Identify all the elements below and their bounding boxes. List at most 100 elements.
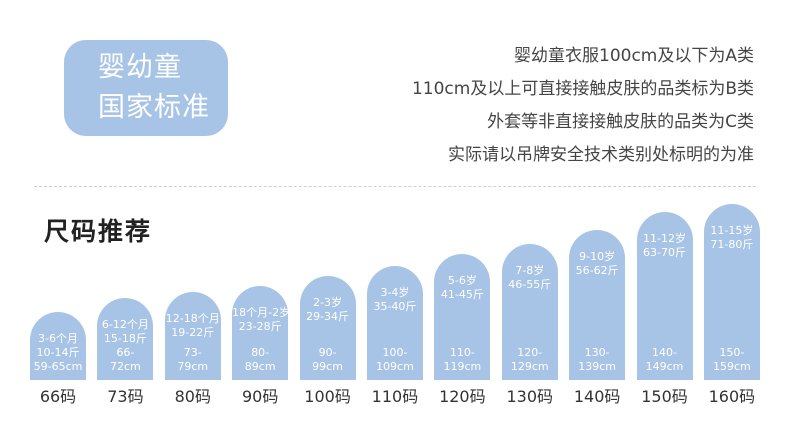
age-weight-group: 5-6岁 41-45斤 xyxy=(434,274,490,302)
age-range: 3-4岁 xyxy=(380,286,410,299)
weight-range: 41-45斤 xyxy=(440,288,484,301)
age-weight-group: 3-6个月 10-14斤 xyxy=(30,332,86,360)
age-weight-group: 2-3岁 29-34斤 xyxy=(300,296,356,324)
height-range-group: 110- 119cm xyxy=(434,346,490,374)
size-column: 9-10岁 56-62斤 130- 139cm 140码 xyxy=(569,230,626,406)
standard-badge: 婴幼童 国家标准 xyxy=(64,40,228,136)
weight-range: 71-80斤 xyxy=(710,238,754,251)
height-range-group: 140- 149cm xyxy=(637,346,693,374)
size-arch: 9-10岁 56-62斤 130- 139cm xyxy=(569,230,626,380)
size-column: 11-15岁 71-80斤 150- 159cm 160码 xyxy=(703,204,760,406)
size-arch: 5-6岁 41-45斤 110- 119cm xyxy=(434,254,491,380)
age-range: 9-10岁 xyxy=(579,250,616,263)
weight-range: 35-40斤 xyxy=(373,300,417,313)
weight-range: 46-55斤 xyxy=(508,278,552,291)
height-range-line: 80- xyxy=(251,346,270,359)
size-column: 6-12个月 15-18斤 66- 72cm 73码 xyxy=(97,298,154,406)
note-line: 110cm及以上可直接接触皮肤的品类标为B类 xyxy=(411,79,754,99)
size-arch: 11-15岁 71-80斤 150- 159cm xyxy=(703,204,760,380)
age-range: 2-3岁 xyxy=(313,296,343,309)
size-label: 140码 xyxy=(573,387,621,406)
weight-range: 15-18斤 xyxy=(103,332,147,345)
height-range-line: 79cm xyxy=(177,360,209,373)
height-range-line: 129cm xyxy=(510,360,549,373)
note-line: 外套等非直接接触皮肤的品类为C类 xyxy=(487,112,754,132)
age-range: 6-12个月 xyxy=(101,318,149,331)
size-label: 66码 xyxy=(39,387,77,406)
size-label: 110码 xyxy=(371,387,419,406)
height-range-line: 89cm xyxy=(244,360,276,373)
height-range-line: 110- xyxy=(449,346,475,359)
age-weight-group: 9-10岁 56-62斤 xyxy=(569,250,625,278)
age-weight-group: 12-18个月 19-22斤 xyxy=(165,312,221,340)
age-range: 12-18个月 xyxy=(165,312,220,325)
weight-range: 19-22斤 xyxy=(171,326,215,339)
height-range-line: 73- xyxy=(183,346,202,359)
height-range-line: 149cm xyxy=(645,360,684,373)
weight-range: 10-14斤 xyxy=(36,346,80,359)
age-range: 3-6个月 xyxy=(38,332,78,345)
size-label: 90码 xyxy=(241,387,279,406)
height-range-line: 99cm xyxy=(312,360,343,373)
standard-notes: 婴幼童衣服100cm及以下为A类 110cm及以上可直接接触皮肤的品类标为B类 … xyxy=(412,40,754,172)
size-arch: 3-6个月 10-14斤 59-65cm xyxy=(30,312,86,380)
size-label: 160码 xyxy=(708,387,756,406)
size-arch: 2-3岁 29-34斤 90- 99cm xyxy=(299,276,356,380)
height-range-group: 150- 159cm xyxy=(704,346,760,374)
size-column: 12-18个月 19-22斤 73- 79cm 80码 xyxy=(164,292,221,406)
size-label: 100码 xyxy=(304,387,351,406)
age-weight-group: 11-12岁 63-70斤 xyxy=(637,232,693,260)
height-range-group: 90- 99cm xyxy=(300,346,356,374)
height-range-group: 73- 79cm xyxy=(165,346,221,374)
height-range-line: 66- xyxy=(116,346,135,359)
size-arch: 11-12岁 63-70斤 140- 149cm xyxy=(636,212,693,380)
height-range-group: 80- 89cm xyxy=(232,346,288,374)
age-range: 11-15岁 xyxy=(710,224,754,237)
height-range-line: 100- xyxy=(382,346,408,359)
height-range-group: 100- 109cm xyxy=(367,346,423,374)
size-arch: 7-8岁 46-55斤 120- 129cm xyxy=(501,244,558,380)
badge-line-2: 国家标准 xyxy=(98,92,210,123)
height-range-line: 150- xyxy=(719,346,745,359)
size-label: 80码 xyxy=(174,387,211,406)
age-weight-group: 3-4岁 35-40斤 xyxy=(367,286,423,314)
size-column: 2-3岁 29-34斤 90- 99cm 100码 xyxy=(299,276,356,406)
size-column: 5-6岁 41-45斤 110- 119cm 120码 xyxy=(434,254,491,406)
size-arch: 6-12个月 15-18斤 66- 72cm xyxy=(97,298,154,380)
size-section: 尺码推荐 3-6个月 10-14斤 59-65cm 66码 6-12个月 15-… xyxy=(0,187,790,426)
size-arch: 18个月-2岁 23-28斤 80- 89cm xyxy=(232,286,291,380)
size-label: 73码 xyxy=(107,387,144,406)
height-range-group: 59-65cm xyxy=(30,360,86,374)
size-label: 130码 xyxy=(506,387,553,406)
weight-range: 63-70斤 xyxy=(643,246,686,259)
height-range-line: 130- xyxy=(584,346,610,359)
height-range-group: 130- 139cm xyxy=(569,346,625,374)
dashed-divider xyxy=(34,186,756,187)
height-range-line: 109cm xyxy=(376,360,414,373)
header: 婴幼童 国家标准 婴幼童衣服100cm及以下为A类 110cm及以上可直接接触皮… xyxy=(0,0,790,172)
age-range: 7-8岁 xyxy=(515,264,545,277)
age-weight-group: 7-8岁 46-55斤 xyxy=(502,264,558,292)
age-weight-group: 6-12个月 15-18斤 xyxy=(97,318,153,346)
weight-range: 56-62斤 xyxy=(575,264,619,277)
note-line: 实际请以吊牌安全技术类别处标明的为准 xyxy=(448,145,754,165)
weight-range: 29-34斤 xyxy=(306,310,350,323)
size-column: 18个月-2岁 23-28斤 80- 89cm 90码 xyxy=(232,286,291,406)
note-line: 婴幼童衣服100cm及以下为A类 xyxy=(514,46,754,66)
height-range-line: 120- xyxy=(517,346,543,359)
height-range-line: 119cm xyxy=(443,360,482,373)
size-arch: 12-18个月 19-22斤 73- 79cm xyxy=(164,292,221,380)
age-range: 11-12岁 xyxy=(643,232,686,245)
height-range-line: 139cm xyxy=(578,360,616,373)
height-range-line: 140- xyxy=(652,346,677,359)
size-label: 120码 xyxy=(439,387,486,406)
size-arch: 3-4岁 35-40斤 100- 109cm xyxy=(366,266,423,380)
height-range-line: 72cm xyxy=(110,360,141,373)
badge-line-1: 婴幼童 xyxy=(98,52,182,83)
age-range: 18个月-2岁 xyxy=(232,306,291,319)
height-range-group: 66- 72cm xyxy=(97,346,153,374)
age-range: 5-6岁 xyxy=(447,274,477,287)
height-range-line: 159cm xyxy=(713,360,751,373)
height-range-group: 120- 129cm xyxy=(502,346,558,374)
size-column: 3-6个月 10-14斤 59-65cm 66码 xyxy=(30,312,86,406)
